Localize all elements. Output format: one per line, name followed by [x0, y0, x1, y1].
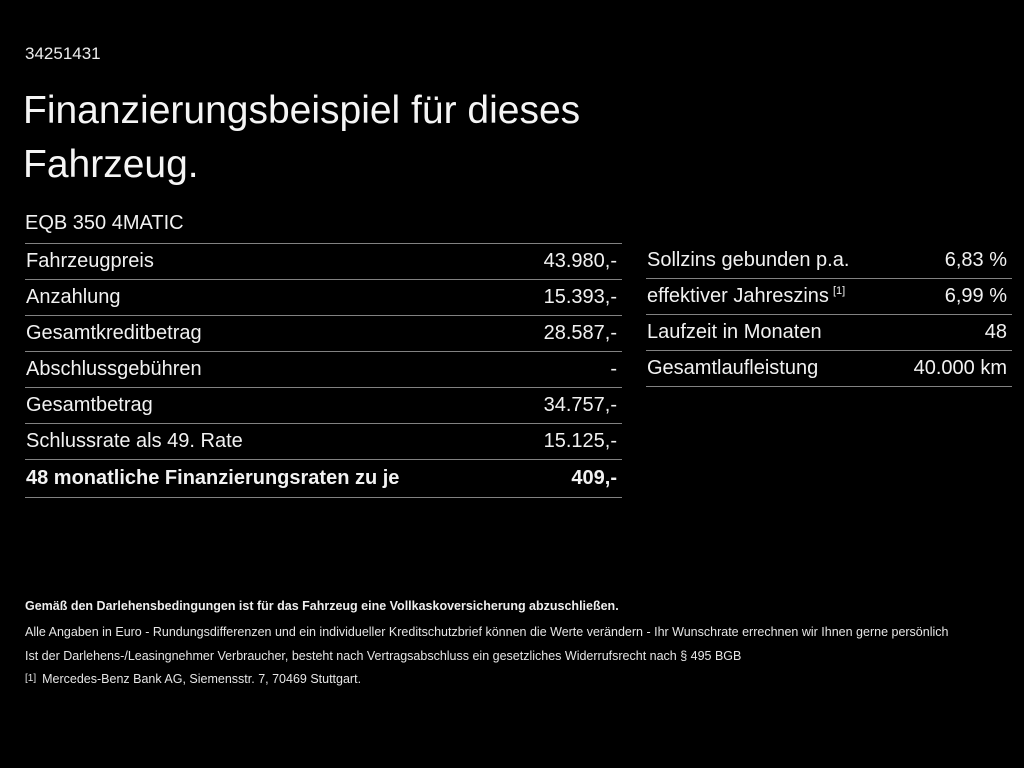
row-value: 40.000 km: [913, 357, 1007, 379]
footer-footnote: [1] Mercedes-Benz Bank AG, Siemensstr. 7,…: [25, 671, 1005, 687]
row-label: Abschlussgebühren: [26, 358, 202, 380]
footer-disclaimer-widerruf: Ist der Darlehens-/Leasingnehmer Verbrau…: [25, 649, 742, 663]
footer-insurance-note: Gemäß den Darlehensbedingungen ist für d…: [25, 599, 619, 613]
table-row: Fahrzeugpreis 43.980,-: [25, 244, 622, 280]
row-value: 15.393,-: [543, 286, 617, 308]
table-row: Gesamtlaufleistung 40.000 km: [646, 351, 1012, 387]
row-value: 43.980,-: [543, 250, 617, 272]
row-value: 48: [984, 321, 1007, 343]
row-label: Anzahlung: [26, 286, 121, 308]
row-label: Laufzeit in Monaten: [647, 321, 822, 343]
page-title: Finanzierungsbeispiel für dieses Fahrzeu…: [23, 89, 581, 186]
table-row: Sollzins gebunden p.a. 6,83 %: [646, 243, 1012, 279]
row-label: 48 monatliche Finanzierungsraten zu je: [26, 467, 400, 489]
table-row: Gesamtkreditbetrag 28.587,-: [25, 316, 622, 352]
row-label: Gesamtlaufleistung: [647, 357, 819, 379]
row-value: 15.125,-: [543, 430, 617, 452]
row-label: effektiver Jahreszins [1]: [647, 285, 846, 307]
row-label: Gesamtbetrag: [26, 394, 153, 416]
row-value: 409,-: [571, 467, 617, 489]
footnote-ref: [1]: [832, 285, 846, 297]
row-label: Fahrzeugpreis: [26, 250, 154, 272]
financing-table-right: Sollzins gebunden p.a. 6,83 % effektiver…: [646, 243, 1012, 387]
table-row: Schlussrate als 49. Rate 15.125,-: [25, 424, 622, 460]
table-row: 48 monatliche Finanzierungsraten zu je 4…: [25, 460, 622, 498]
table-row: Gesamtbetrag 34.757,-: [25, 388, 622, 424]
legal-footer: Gemäß den Darlehensbedingungen ist für d…: [25, 599, 1005, 687]
table-row: Anzahlung 15.393,-: [25, 280, 622, 316]
footer-disclaimer-euro: Alle Angaben in Euro - Rundungsdifferenz…: [25, 625, 949, 639]
footnote-text: Mercedes-Benz Bank AG, Siemensstr. 7, 70…: [42, 672, 362, 686]
table-row: Laufzeit in Monaten 48: [646, 315, 1012, 351]
document-id: 34251431: [25, 44, 101, 63]
row-label: Gesamtkreditbetrag: [26, 322, 202, 344]
row-value: 28.587,-: [543, 322, 617, 344]
vehicle-model: EQB 350 4MATIC: [25, 212, 184, 234]
row-value: 6,83 %: [944, 249, 1007, 271]
table-row: effektiver Jahreszins [1] 6,99 %: [646, 279, 1012, 315]
footnote-marker: [1]: [25, 673, 37, 684]
row-label: Schlussrate als 49. Rate: [26, 430, 243, 452]
row-value: 34.757,-: [543, 394, 617, 416]
row-value: 6,99 %: [944, 285, 1007, 307]
financing-table-left: Fahrzeugpreis 43.980,- Anzahlung 15.393,…: [25, 243, 622, 498]
row-value: -: [610, 358, 617, 380]
table-row: Abschlussgebühren -: [25, 352, 622, 388]
row-label: Sollzins gebunden p.a.: [647, 249, 850, 271]
